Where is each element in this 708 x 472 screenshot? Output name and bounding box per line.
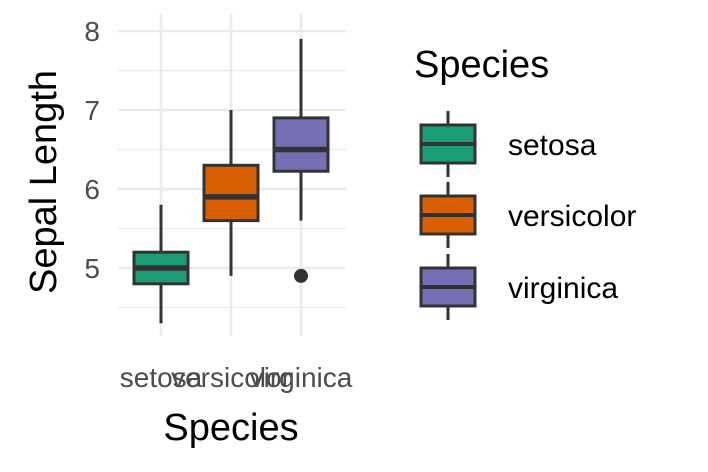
legend-item-versicolor: versicolor <box>419 182 636 248</box>
x-tick-label: setosa <box>120 362 203 393</box>
y-tick-labels: 5 6 7 8 <box>84 16 100 284</box>
box-virginica <box>272 38 330 283</box>
legend-label: setosa <box>508 129 597 162</box>
outlier-point <box>294 268 308 283</box>
legend-label: virginica <box>508 272 618 305</box>
y-tick-label: 8 <box>84 16 100 47</box>
legend-item-virginica: virginica <box>419 254 618 320</box>
y-tick-label: 6 <box>84 174 100 205</box>
legend-item-setosa: setosa <box>419 111 597 177</box>
y-tick-label: 7 <box>84 95 100 126</box>
legend-label: versicolor <box>508 200 636 233</box>
x-tick-label: versicolor <box>171 362 291 393</box>
x-tick-label: virginica <box>250 362 353 393</box>
x-axis-title: Species <box>163 407 298 449</box>
y-tick-label: 5 <box>84 253 100 284</box>
box-setosa <box>132 204 190 324</box>
y-axis-title: Sepal Length <box>23 70 65 294</box>
boxes <box>132 38 330 324</box>
legend: Species setosa versicolor virginica <box>414 44 636 320</box>
box-body <box>202 163 260 223</box>
box-versicolor <box>202 110 260 276</box>
legend-title: Species <box>414 44 549 86</box>
box-body <box>272 116 330 173</box>
legend-items: setosa versicolor virginica <box>419 111 636 320</box>
